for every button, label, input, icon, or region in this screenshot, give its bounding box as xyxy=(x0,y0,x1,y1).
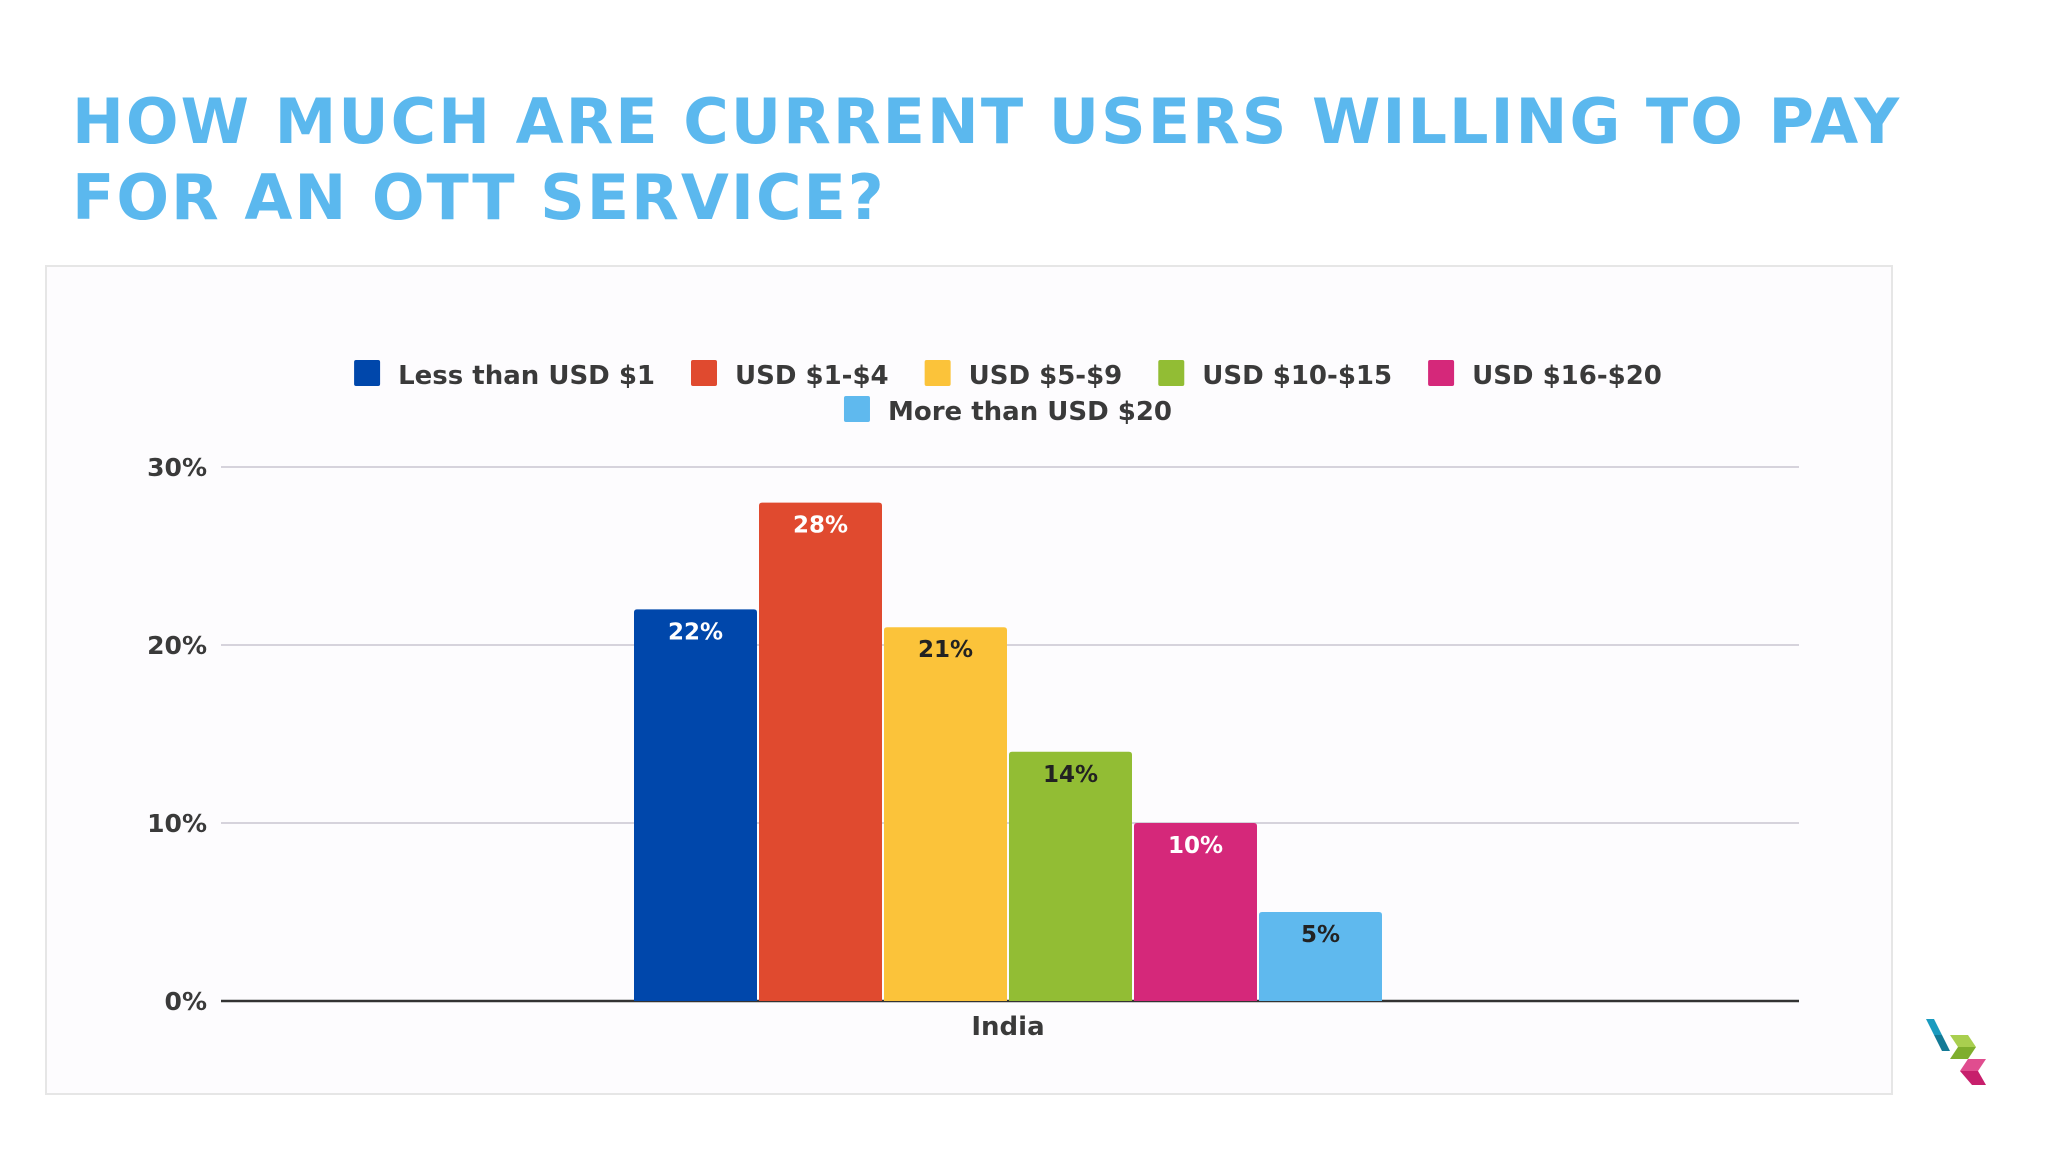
legend-item-usd-10-15: USD $10-$15 xyxy=(1158,360,1392,391)
bar-less-than-usd-1 xyxy=(634,609,757,1001)
bar-usd-10-15 xyxy=(1009,751,1132,1001)
chart-container: Less than USD $1 USD $1-$4 USD $5-$9 USD $1… xyxy=(45,265,1893,1095)
logo-dark-teal-shape xyxy=(1934,1035,1950,1051)
legend-swatch-usd-5-9 xyxy=(924,360,951,386)
bar-usd-16-20 xyxy=(1134,823,1257,1001)
logo-pink-shape xyxy=(1960,1059,1986,1071)
x-tick-label-india: India xyxy=(971,1012,1044,1042)
y-tick-label-30: 30% xyxy=(147,453,207,482)
logo-green-dark-shape xyxy=(1950,1047,1976,1059)
legend-swatch-usd-1-4 xyxy=(691,360,717,386)
legend-label-usd-5-9: USD $5-$9 xyxy=(969,361,1123,391)
logo-teal-shape xyxy=(1926,1019,1942,1035)
legend-item-usd-5-9: USD $5-$9 xyxy=(924,360,1123,391)
legend-item-less-than-usd-1: Less than USD $1 xyxy=(354,360,655,391)
data-labels: 22% 28% 21% 14% 10% 5% xyxy=(668,513,1340,948)
chart-bars xyxy=(634,502,1382,1001)
legend-item-usd-16-20: USD $16-$20 xyxy=(1428,360,1662,391)
data-label-usd-16-20: 10% xyxy=(1168,833,1223,859)
title-line-2: FOR AN OTT SERVICE? xyxy=(72,161,886,234)
bar-usd-1-4 xyxy=(759,502,882,1001)
cube-logo-icon xyxy=(1926,1019,1986,1085)
legend-swatch-usd-16-20 xyxy=(1428,360,1455,386)
logo-pink-dark-shape xyxy=(1960,1071,1986,1085)
legend-label-more-than-usd-20: More than USD $20 xyxy=(888,397,1172,427)
legend-label-less-than-usd-1: Less than USD $1 xyxy=(398,361,655,391)
data-label-usd-1-4: 28% xyxy=(793,513,848,539)
legend-label-usd-1-4: USD $1-$4 xyxy=(735,361,889,391)
page-title: HOW MUCH ARE CURRENT USERS WILLING TO PA… xyxy=(72,84,1972,236)
legend-item-usd-1-4: USD $1-$4 xyxy=(691,360,889,391)
chart-legend: Less than USD $1 USD $1-$4 USD $5-$9 USD $1… xyxy=(354,360,1662,427)
bar-usd-5-9 xyxy=(884,627,1007,1001)
y-axis: 0% 10% 20% 30% xyxy=(147,453,207,1016)
y-tick-label-0: 0% xyxy=(165,987,207,1016)
legend-swatch-more-than-usd-20 xyxy=(843,396,870,422)
bar-chart: Less than USD $1 USD $1-$4 USD $5-$9 USD $1… xyxy=(147,360,1799,1042)
logo-green-shape xyxy=(1950,1035,1976,1047)
y-tick-label-10: 10% xyxy=(147,809,207,838)
data-label-usd-5-9: 21% xyxy=(918,637,973,663)
data-label-usd-10-15: 14% xyxy=(1043,762,1098,788)
legend-swatch-usd-10-15 xyxy=(1158,360,1185,386)
legend-item-more-than-usd-20: More than USD $20 xyxy=(843,396,1172,427)
data-label-more-than-usd-20: 5% xyxy=(1301,922,1340,948)
bar-more-than-usd-20 xyxy=(1259,912,1382,1001)
legend-label-usd-10-15: USD $10-$15 xyxy=(1202,361,1392,391)
x-axis: India xyxy=(971,1012,1044,1042)
data-label-less-than-usd-1: 22% xyxy=(668,619,723,645)
legend-swatch-less-than-usd-1 xyxy=(354,360,381,386)
y-tick-label-20: 20% xyxy=(147,631,207,660)
title-line-1: HOW MUCH ARE CURRENT USERS WILLING TO PA… xyxy=(72,85,1902,158)
legend-label-usd-16-20: USD $16-$20 xyxy=(1472,361,1662,391)
